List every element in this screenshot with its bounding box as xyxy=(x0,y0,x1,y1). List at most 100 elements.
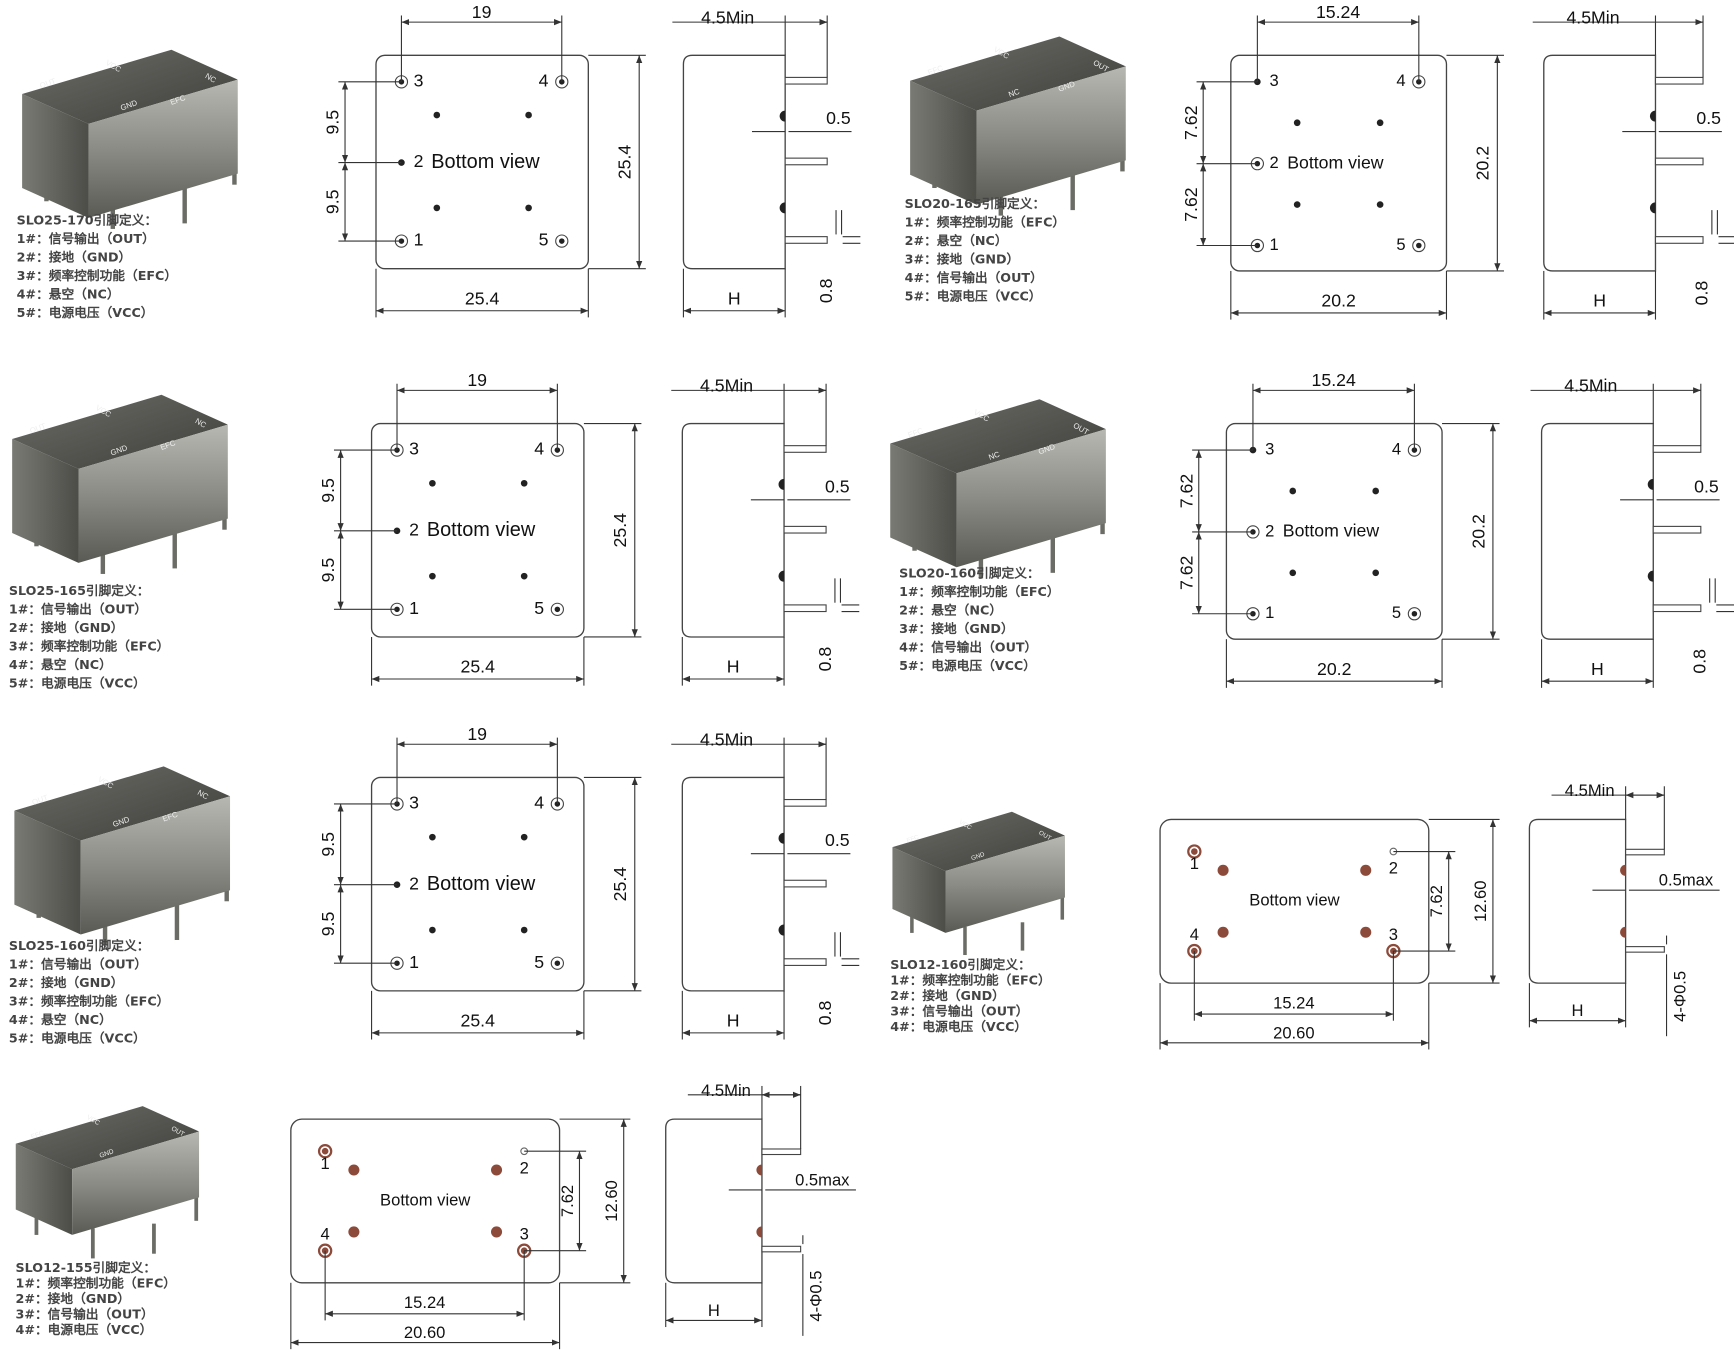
pin-definition: SLO25-160引脚定义： 1#：信号输出（OUT） 2#：接地（GND） 3#：频… xyxy=(9,938,170,1045)
pin-dot xyxy=(1250,610,1256,617)
mounting-dot xyxy=(348,1164,360,1176)
dimension-label: 20.2 xyxy=(1321,291,1355,311)
pin-definition: SLO20-160引脚定义： 1#：频率控制功能（EFC） 2#：悬空（NC） 3#：… xyxy=(899,565,1060,672)
dimension-label: 20.60 xyxy=(404,1323,446,1342)
pin-definition-line: 2#：悬空（NC） xyxy=(899,602,1002,617)
pin-definition-line: 3#：接地（GND） xyxy=(899,621,1014,636)
module-top-face xyxy=(14,766,231,841)
pin-definition-line: 2#：悬空（NC） xyxy=(905,233,1008,248)
pin-number-label: 3 xyxy=(520,1225,529,1244)
side-pin xyxy=(1654,76,1704,85)
side-pin xyxy=(784,236,828,244)
photo-pin xyxy=(34,1204,39,1235)
bottom-view-label: Bottom view xyxy=(1283,521,1380,541)
side-view-outline xyxy=(1540,422,1654,640)
pin-definition-line: 1#：频率控制功能（EFC） xyxy=(890,972,1051,987)
dimension-label: 7.62 xyxy=(1176,474,1196,508)
photo-pin-marking: EFC xyxy=(30,1130,45,1141)
pin-definition-line: 2#：接地（GND） xyxy=(17,250,132,265)
pin-number-label: 2 xyxy=(1389,859,1398,878)
photo-pin xyxy=(963,926,967,956)
dimension-label: 7.62 xyxy=(558,1185,577,1217)
pin-number-label: 1 xyxy=(414,230,424,250)
pin-dot xyxy=(433,204,441,212)
side-pin xyxy=(783,604,827,613)
pin-stub xyxy=(1620,926,1626,938)
pin-definition-line: 4#：悬空（NC） xyxy=(9,1012,112,1027)
dimension-label: 25.4 xyxy=(610,867,630,902)
module-top-face xyxy=(892,811,1065,871)
side-pin xyxy=(1652,525,1702,534)
pin-diameter-label: 0.5 xyxy=(825,476,850,496)
module-front-face xyxy=(80,796,231,935)
pin-dot xyxy=(1390,947,1397,955)
pin-definition-title: SLO25-165引脚定义： xyxy=(9,583,150,598)
pin-dot xyxy=(1372,569,1380,577)
pin-dot xyxy=(525,111,532,119)
module-side-face xyxy=(910,80,977,205)
pin-stub xyxy=(778,478,785,490)
mounting-dot xyxy=(1360,926,1372,938)
pin-diameter-label: 0.5 xyxy=(1694,476,1719,496)
dimension-label: 9.5 xyxy=(318,911,338,936)
pin-dot xyxy=(394,606,400,613)
pin-definition-line: 5#：电源电压（VCC） xyxy=(17,305,154,320)
pin-number-label: 3 xyxy=(1389,925,1398,944)
height-label: H xyxy=(727,1010,740,1030)
dimension-label: 25.4 xyxy=(615,145,635,180)
bottom-view: 1 2 3 4 5 Bottom view 19 9.5 9.5 25.4 25.4 xyxy=(323,2,646,318)
lead-length-label: 4.5Min xyxy=(1566,7,1619,27)
pin-definition-line: 3#：接地（GND） xyxy=(905,251,1020,266)
photo-pin-marking: NC xyxy=(1007,87,1021,99)
pin-dot xyxy=(1191,947,1198,955)
pin-definition: SLO20-165引脚定义： 1#：频率控制功能（EFC） 2#：悬空（NC） 3#：… xyxy=(905,196,1066,303)
pin-dot xyxy=(1376,201,1384,208)
pin-dot xyxy=(1416,79,1422,85)
side-pin xyxy=(761,1148,802,1156)
dimension-label: 20.2 xyxy=(1317,659,1351,679)
pin-definition-title: SLO12-160引脚定义： xyxy=(890,957,1031,972)
pin-stub xyxy=(778,832,785,844)
pin-diameter-label: 0.5 xyxy=(825,830,850,850)
pin-number-label: 2 xyxy=(1270,153,1279,172)
module-top-face xyxy=(890,399,1106,474)
pin-definition: SLO12-160引脚定义：1#：频率控制功能（EFC）2#：接地（GND）3#… xyxy=(890,957,1051,1034)
bottom-view: 1 2 3 4 Bottom view 7.62 12.60 15.24 20.60 xyxy=(1159,818,1500,1050)
side-pin xyxy=(783,525,827,534)
mounting-dot xyxy=(1217,926,1229,938)
pin-diameter-label: 0.5max xyxy=(795,1170,850,1189)
pin-definition-line: 3#：频率控制功能（EFC） xyxy=(9,639,170,654)
pin-definition: SLO25-170引脚定义： 1#：信号输出（OUT） 2#：接地（GND） 3#：频… xyxy=(17,213,177,320)
dimension-label: 15.24 xyxy=(1273,993,1315,1012)
dimension-label: 25.4 xyxy=(461,657,496,677)
dimension-label: 12.60 xyxy=(602,1180,621,1222)
pin-thickness-label: 0.8 xyxy=(816,278,836,303)
pin-diameter-label: 0.5 xyxy=(826,108,851,128)
photo-pin xyxy=(910,904,914,933)
photo-pin-marking: GND xyxy=(99,1148,115,1160)
dimension-label: 25.4 xyxy=(461,1010,496,1030)
height-label: H xyxy=(1572,1001,1584,1020)
dimension-label: 9.5 xyxy=(323,189,343,214)
dimension-label: 19 xyxy=(467,724,487,744)
module-side-face xyxy=(892,847,946,933)
bottom-view: 1 2 3 4 5 Bottom view 15.24 7.62 7.62 20.2 20.2 xyxy=(1176,370,1500,688)
photo-pin-marking: GND xyxy=(970,851,986,862)
pin-number-label: 1 xyxy=(409,598,419,618)
mounting-dot xyxy=(1217,864,1229,876)
pin-number-label: 3 xyxy=(1265,439,1274,458)
pin-dot xyxy=(520,479,528,487)
dimension-label: 20.2 xyxy=(1468,514,1488,548)
pin-number-label: 3 xyxy=(414,71,424,91)
pin-dot xyxy=(429,926,436,934)
dimension-label: 9.5 xyxy=(318,478,338,503)
pin-number-label: 4 xyxy=(1392,439,1401,458)
mounting-dot xyxy=(1360,864,1372,876)
pin-definition-line: 1#：频率控制功能（EFC） xyxy=(15,1275,176,1290)
pin-stub xyxy=(1649,110,1656,122)
side-pin xyxy=(1654,236,1704,244)
bottom-view-label: Bottom view xyxy=(427,519,536,541)
